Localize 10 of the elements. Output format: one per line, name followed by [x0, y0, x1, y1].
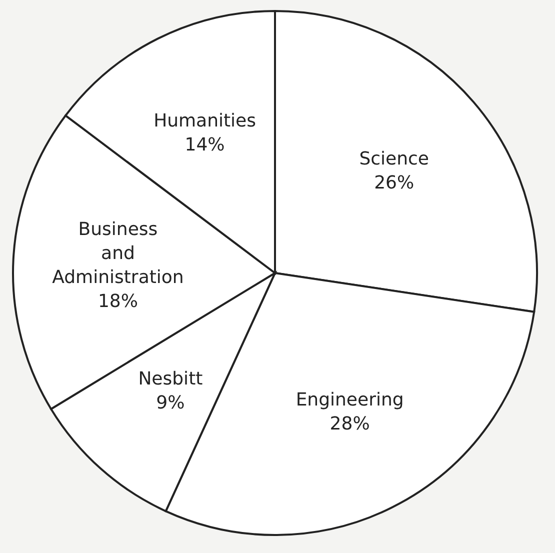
data-label: 9% [156, 392, 185, 413]
slice-label: Engineering [296, 388, 404, 410]
slice-label: Business and Administration [52, 218, 184, 288]
data-label: 14% [184, 134, 225, 155]
data-label: 18% [98, 290, 138, 312]
slice-label: Nesbitt [138, 368, 203, 389]
slice-label: Humanities [154, 110, 256, 131]
data-label: 28% [330, 412, 370, 434]
data-label: 26% [374, 172, 414, 193]
slice-label: Science [359, 148, 430, 169]
